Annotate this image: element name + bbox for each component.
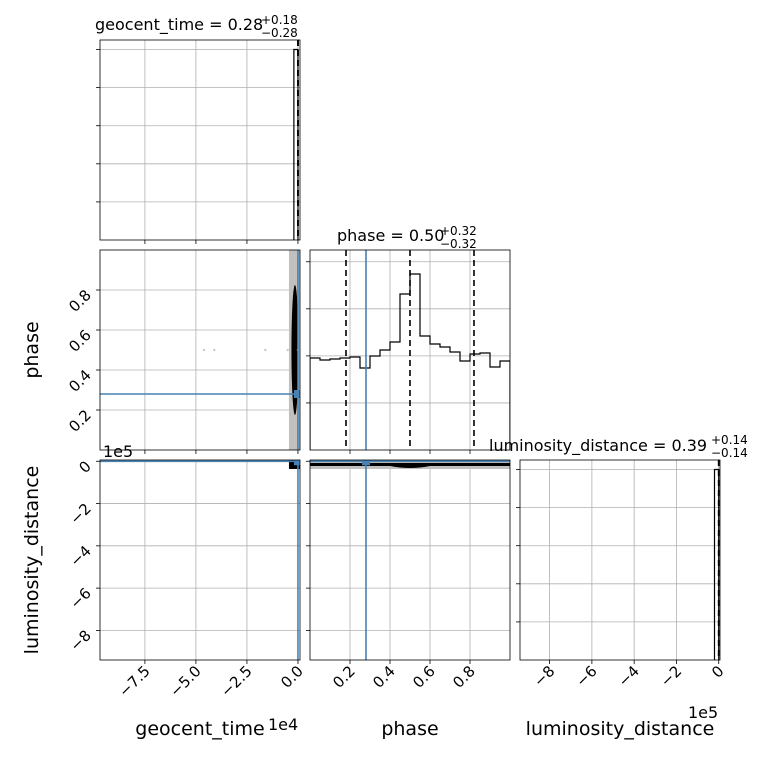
panel-luminosity-distance-marginal-plot-area bbox=[520, 460, 720, 660]
panel-luminosity-distance-vs-phase: 0.2 0.4 0.6 0.8 bbox=[306, 459, 511, 692]
panel-luminosity-distance-vs-geocent-time-frame bbox=[99, 459, 301, 661]
title-phase-sub: −0.32 bbox=[440, 237, 477, 251]
panel-phase-vs-geocent-time-scatter-point-0 bbox=[202, 348, 206, 352]
panel-luminosity-distance-vs-geocent-time-xtick-label-2: −2.5 bbox=[217, 662, 255, 700]
panel-phase-marginal-plot-area bbox=[310, 250, 510, 450]
title-geocent-time-sub: −0.28 bbox=[261, 26, 298, 40]
offset-text-x-geocent-time: 1e4 bbox=[268, 715, 298, 734]
x-axis-label-geocent-time: geocent_time bbox=[135, 718, 264, 740]
panel-geocent-time-marginal-plot-area bbox=[100, 40, 300, 240]
panel-phase-vs-geocent-time: 0.2 0.4 0.6 0.8 bbox=[65, 249, 301, 454]
panel-luminosity-distance-vs-geocent-time-ytick-label-4: 0 bbox=[75, 457, 94, 476]
panel-phase-vs-geocent-time-frame bbox=[99, 249, 301, 451]
panel-phase-vs-geocent-time-scatter-point-2 bbox=[264, 348, 267, 352]
panel-luminosity-distance-marginal-xtick-label-1: −6 bbox=[572, 662, 600, 690]
panel-luminosity-distance-marginal-xtick-label-0: −8 bbox=[530, 662, 558, 690]
title-luminosity-distance-sup: +0.14 bbox=[711, 433, 748, 447]
panel-luminosity-distance-vs-geocent-time-truth-marker bbox=[293, 460, 300, 466]
panel-luminosity-distance-marginal-frame bbox=[519, 459, 721, 661]
panel-phase-vs-geocent-time-truth-marker bbox=[293, 390, 300, 398]
title-geocent-time-sup: +0.18 bbox=[261, 13, 298, 27]
panel-phase-vs-geocent-time-scatter-point-1 bbox=[213, 348, 216, 352]
panel-luminosity-distance-vs-geocent-time-plot-area bbox=[100, 460, 300, 660]
panel-phase-vs-geocent-time-ytick-label-0: 0.2 bbox=[65, 406, 95, 436]
panel-luminosity-distance-vs-geocent-time-xtick-label-3: 0.0 bbox=[277, 662, 307, 692]
panel-luminosity-distance-vs-phase-plot-area bbox=[310, 460, 510, 660]
panel-luminosity-distance-vs-phase-xtick-label-2: 0.6 bbox=[409, 662, 439, 692]
panel-luminosity-distance-vs-geocent-time: −7.5 −5.0 −2.5 0.0 −8 −6 −4 −2 0 bbox=[66, 457, 306, 700]
panel-luminosity-distance-vs-geocent-time-ytick-label-0: −8 bbox=[66, 627, 94, 655]
offset-text-y-luminosity-distance: 1e5 bbox=[103, 442, 133, 461]
panel-luminosity-distance-marginal: −8 −6 −4 −2 0 bbox=[516, 459, 728, 690]
panel-luminosity-distance-vs-phase-contour bbox=[310, 463, 510, 468]
panel-phase-vs-geocent-time-ytick-label-3: 0.8 bbox=[65, 286, 95, 316]
panel-luminosity-distance-vs-geocent-time-xtick-label-0: −7.5 bbox=[115, 662, 153, 700]
panel-luminosity-distance-marginal-xtick-label-3: −2 bbox=[657, 662, 685, 690]
panel-luminosity-distance-vs-phase-xtick-label-3: 0.8 bbox=[449, 662, 479, 692]
panel-luminosity-distance-marginal-histogram bbox=[713, 468, 720, 660]
panel-luminosity-distance-vs-phase-xtick-label-0: 0.2 bbox=[329, 662, 359, 692]
panel-phase-marginal bbox=[306, 249, 511, 454]
panel-luminosity-distance-vs-geocent-time-ytick-label-1: −6 bbox=[66, 584, 94, 612]
panels-layer: 0.20.40.60.8−7.5 −5.0 −2.5 0.0−8−6−4−200.2 0… bbox=[65, 39, 728, 701]
title-geocent-time: geocent_time = 0.28 bbox=[95, 15, 263, 35]
panel-phase-vs-geocent-time-scatter-point-3 bbox=[286, 348, 289, 352]
panel-luminosity-distance-vs-phase-truth-marker bbox=[362, 460, 370, 466]
x-axis-label-phase: phase bbox=[381, 718, 438, 740]
panel-phase-vs-geocent-time-ytick-label-1: 0.4 bbox=[65, 366, 95, 396]
y-axis-label-luminosity-distance: luminosity_distance bbox=[21, 466, 43, 655]
panel-luminosity-distance-marginal-xtick-label-4: 0 bbox=[708, 662, 727, 681]
panel-phase-vs-geocent-time-contour bbox=[291, 285, 299, 415]
panel-phase-vs-geocent-time-plot-area bbox=[100, 250, 300, 450]
title-luminosity-distance-sub: −0.14 bbox=[711, 446, 748, 460]
panel-luminosity-distance-vs-geocent-time-ytick-label-3: −2 bbox=[66, 500, 94, 528]
y-axis-label-phase: phase bbox=[21, 321, 43, 378]
panel-luminosity-distance-marginal-xtick-label-2: −4 bbox=[615, 662, 643, 690]
panel-geocent-time-marginal-frame bbox=[99, 39, 301, 241]
title-luminosity-distance: luminosity_distance = 0.39 bbox=[489, 436, 707, 456]
title-phase: phase = 0.50 bbox=[337, 226, 444, 245]
panel-luminosity-distance-vs-phase-xtick-label-1: 0.4 bbox=[369, 662, 399, 692]
panel-phase-marginal-frame bbox=[309, 249, 511, 451]
panel-geocent-time-marginal-histogram bbox=[293, 48, 300, 240]
panel-phase-vs-geocent-time-ytick-label-2: 0.6 bbox=[65, 326, 95, 356]
title-phase-sup: +0.32 bbox=[440, 224, 477, 238]
panel-luminosity-distance-vs-geocent-time-xtick-label-1: −5.0 bbox=[166, 662, 204, 700]
panel-geocent-time-marginal bbox=[96, 39, 301, 244]
offset-text-x-luminosity-distance: 1e5 bbox=[688, 703, 718, 722]
x-axis-label-luminosity-distance: luminosity_distance bbox=[526, 718, 715, 740]
panel-luminosity-distance-vs-geocent-time-ytick-label-2: −4 bbox=[66, 542, 94, 570]
panel-luminosity-distance-vs-phase-frame bbox=[309, 459, 511, 661]
